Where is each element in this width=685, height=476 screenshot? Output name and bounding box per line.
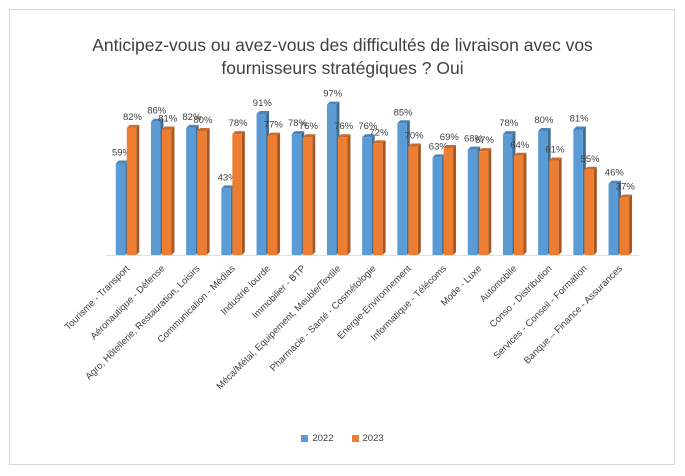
category-label-12: Conso - Distribution [488,263,555,330]
value-label-2023-1: 81% [158,113,178,124]
value-label-2023-9: 69% [440,132,460,143]
bar-2023-6 [337,134,351,255]
bar-2023-0 [126,124,140,256]
value-label-2023-10: 67% [475,135,495,146]
value-label-2023-12: 61% [545,144,565,155]
bar-2022-3 [221,185,234,255]
bar-2023-4 [267,132,281,255]
bar-2023-5 [302,134,316,255]
bar-2023-9 [443,145,457,255]
value-label-2022-2: 82% [182,112,202,123]
value-label-2023-6: 76% [334,121,354,132]
legend-label-2022: 2022 [312,433,334,444]
value-label-2022-7: 76% [358,121,378,132]
bar-2023-10 [478,148,492,255]
legend-label-2023: 2023 [362,433,384,444]
value-label-2022-10: 68% [464,134,484,145]
bar-2022-7 [362,134,375,255]
bar-2023-11 [513,152,527,255]
value-label-2023-2: 80% [193,115,213,126]
bar-2022-1 [150,118,164,255]
value-label-2023-5: 76% [299,121,319,132]
bar-2023-7 [373,140,386,255]
bar-2023-14 [619,194,633,255]
value-label-2023-7: 72% [369,127,389,138]
value-label-2022-9: 63% [429,141,449,152]
bar-2023-2 [197,128,210,255]
legend: 2022 2023 [0,433,685,444]
bar-2022-4 [256,110,270,255]
bar-2023-8 [408,143,421,255]
legend-item-2022: 2022 [301,433,334,444]
category-label-6: Méca/Métal, Equipement, Meuble/Textile [215,263,344,392]
value-label-2022-8: 85% [394,107,414,118]
value-label-2023-8: 70% [405,131,425,142]
value-label-2022-6: 97% [323,89,343,100]
bar-2023-3 [232,131,245,255]
value-label-2023-4: 77% [264,120,284,131]
legend-swatch-2022 [301,435,309,442]
value-label-2022-0: 59% [112,148,132,159]
legend-swatch-2023 [351,435,359,442]
value-label-2022-4: 91% [253,98,273,109]
legend-item-2023: 2023 [351,433,384,444]
value-label-2023-11: 64% [510,140,530,151]
bar-2022-5 [291,131,305,255]
chart-title: Anticipez-vous ou avez-vous des difficul… [92,35,593,78]
bar-2023-1 [161,126,175,255]
bar-2023-13 [584,166,597,255]
value-label-2022-1: 86% [147,106,167,117]
value-label-2022-12: 80% [534,115,554,126]
bar-2022-13 [573,126,586,255]
value-label-2023-14: 37% [616,182,636,193]
value-label-2022-11: 78% [499,118,519,129]
value-label-2023-13: 55% [581,154,601,165]
value-label-2022-3: 43% [218,172,238,183]
value-label-2022-5: 78% [288,118,308,129]
bar-2022-0 [115,160,129,255]
bar-2022-2 [186,124,199,256]
bar-2023-12 [549,157,562,255]
bar-2022-9 [432,154,446,255]
value-label-2022-14: 46% [605,168,625,179]
value-label-2022-13: 81% [570,113,590,124]
value-label-2023-3: 78% [229,118,249,129]
bar-2022-10 [467,146,481,255]
value-label-2023-0: 82% [123,112,143,123]
category-label-0: Tourisme - Transport [63,263,133,333]
